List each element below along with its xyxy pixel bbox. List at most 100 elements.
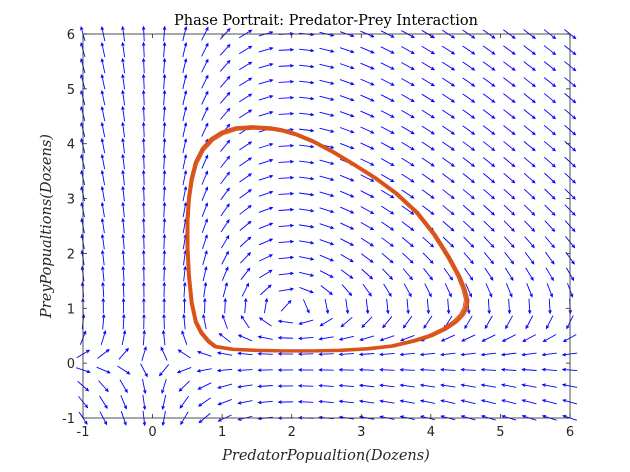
field-arrow: [360, 190, 375, 198]
field-arrow: [446, 298, 451, 315]
field-arrow: [338, 352, 355, 357]
field-arrow: [176, 367, 192, 374]
field-arrow: [100, 57, 106, 74]
field-arrow: [259, 269, 273, 279]
field-arrow: [162, 121, 167, 138]
field-arrow: [319, 191, 335, 198]
field-arrow: [258, 238, 274, 246]
field-arrow: [237, 400, 253, 405]
x-tick-label: 4: [427, 425, 435, 440]
field-arrow: [401, 78, 415, 87]
field-arrow: [382, 316, 393, 329]
field-arrow: [318, 415, 334, 420]
field-arrow: [142, 394, 147, 411]
field-arrow: [177, 349, 191, 359]
field-arrow: [121, 265, 126, 282]
field-arrow: [401, 205, 415, 215]
field-arrow: [239, 189, 252, 199]
field-arrow: [258, 174, 274, 181]
field-arrow: [345, 298, 350, 315]
field-arrow: [80, 233, 85, 250]
field-arrow: [162, 57, 167, 74]
field-arrow: [358, 415, 375, 420]
field-arrow: [161, 378, 167, 394]
field-arrow: [121, 153, 125, 170]
field-arrow: [220, 219, 230, 233]
field-arrow: [202, 313, 207, 330]
field-arrow: [403, 283, 412, 298]
field-arrow: [523, 188, 536, 200]
x-tick-label: 0: [148, 425, 156, 440]
field-arrow: [521, 367, 537, 372]
field-arrow: [121, 233, 125, 250]
field-arrow: [319, 239, 335, 246]
field-arrow: [541, 367, 557, 372]
field-arrow: [503, 188, 516, 200]
field-arrow: [340, 269, 354, 279]
field-arrow: [260, 284, 272, 296]
field-arrow: [278, 159, 295, 164]
field-arrow: [121, 249, 126, 266]
field-arrow: [523, 125, 536, 136]
field-arrow: [297, 384, 314, 388]
field-arrow: [80, 265, 85, 282]
field-arrow: [318, 399, 334, 404]
field-arrow: [121, 185, 125, 202]
field-arrow: [462, 189, 475, 200]
field-arrow: [339, 63, 355, 70]
field-arrow: [299, 144, 315, 149]
field-arrow: [278, 143, 295, 148]
field-arrow: [380, 126, 395, 134]
field-arrow: [121, 137, 125, 154]
field-arrow: [543, 140, 556, 152]
field-arrow: [258, 190, 274, 197]
field-arrow: [202, 250, 208, 266]
field-arrow: [299, 287, 314, 294]
field-arrow: [379, 383, 395, 388]
field-arrow: [442, 205, 455, 216]
x-tick-label: 2: [288, 425, 296, 440]
field-arrow: [484, 267, 494, 281]
field-arrow: [237, 384, 253, 389]
field-arrow: [121, 41, 126, 58]
field-arrow: [421, 45, 436, 55]
field-arrow: [399, 352, 415, 357]
field-arrow: [462, 220, 475, 232]
field-arrow: [101, 265, 105, 282]
field-arrow: [297, 336, 314, 341]
field-arrow: [278, 223, 295, 228]
field-arrow: [297, 400, 314, 404]
field-arrow: [238, 93, 253, 103]
field-arrow: [142, 313, 146, 330]
field-arrow: [239, 204, 252, 215]
field-arrow: [142, 297, 146, 314]
field-arrow: [299, 112, 315, 117]
field-arrow: [182, 313, 186, 330]
field-arrow: [462, 204, 475, 216]
field-arrow: [360, 206, 375, 214]
field-arrow: [219, 91, 231, 104]
field-arrow: [220, 203, 230, 217]
field-arrow: [100, 41, 106, 58]
field-arrow: [318, 336, 334, 341]
field-arrow: [419, 399, 436, 404]
field-arrow: [542, 334, 557, 342]
trajectory-loop: [187, 127, 467, 351]
field-arrow: [299, 64, 315, 69]
field-arrow: [462, 173, 475, 184]
field-arrow: [423, 315, 433, 329]
field-arrow: [399, 383, 415, 388]
field-arrow: [201, 186, 209, 201]
field-arrow: [238, 45, 253, 55]
field-arrow: [162, 249, 167, 266]
field-arrow: [121, 57, 126, 74]
field-arrow: [482, 125, 496, 136]
field-arrow: [319, 95, 335, 101]
field-arrow: [100, 185, 105, 202]
field-arrow: [257, 368, 273, 372]
field-arrow: [257, 351, 273, 356]
field-arrow: [380, 174, 395, 183]
field-arrow: [239, 220, 252, 231]
field-arrow: [97, 349, 110, 359]
field-arrow: [501, 383, 517, 388]
